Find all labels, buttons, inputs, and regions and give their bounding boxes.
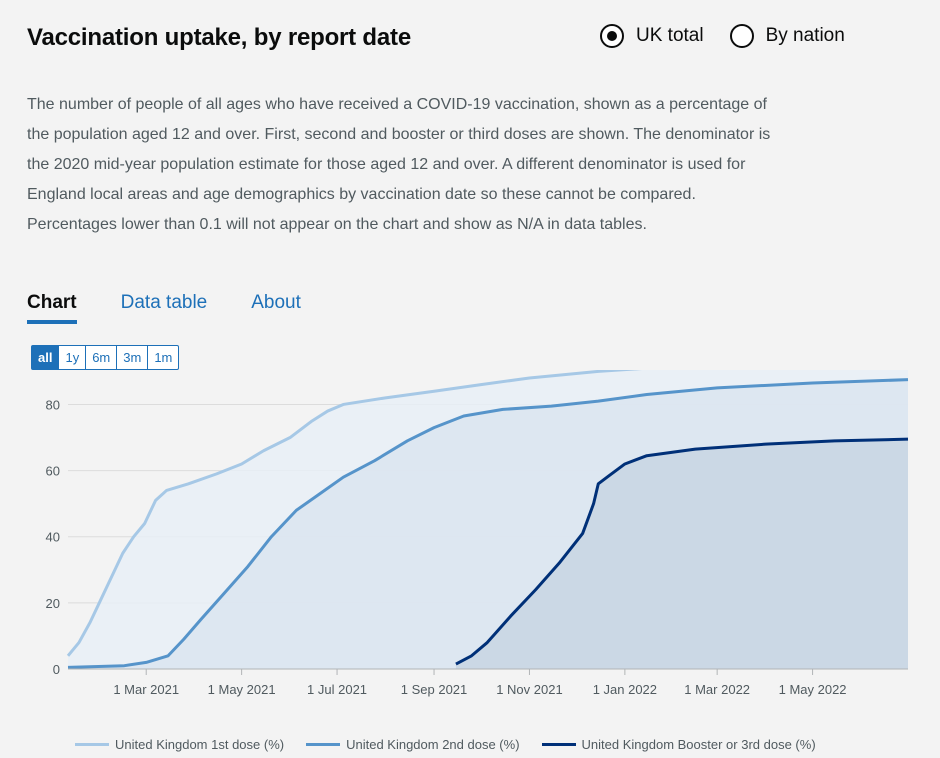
legend-label-1st-dose: United Kingdom 1st dose (%) — [115, 737, 285, 752]
x-tick-label: 1 Jan 2022 — [593, 682, 657, 697]
series-line-3 — [455, 437, 909, 666]
x-tick-label: 1 Jul 2021 — [307, 682, 367, 697]
legend-swatch-booster — [541, 743, 576, 746]
tab-data-table[interactable]: Data table — [120, 292, 208, 313]
range-all-button[interactable]: all — [32, 346, 60, 369]
y-tick-label: 60 — [46, 464, 60, 479]
y-tick-label: 40 — [46, 530, 60, 545]
legend-swatch-2nd-dose — [306, 743, 341, 746]
range-1y-button[interactable]: 1y — [59, 346, 87, 369]
uk-total-radio[interactable]: UK total — [600, 24, 704, 48]
view-radio-group: UK total By nation — [600, 24, 845, 48]
series-line-1 — [66, 370, 643, 657]
x-tick-label: 1 Nov 2021 — [496, 682, 563, 697]
radio-unchecked-icon[interactable] — [729, 24, 754, 48]
range-3m-button[interactable]: 3m — [117, 346, 149, 369]
x-tick-label: 1 May 2022 — [779, 682, 847, 697]
series-line-2 — [67, 378, 909, 669]
legend-label-booster: United Kingdom Booster or 3rd dose (%) — [581, 737, 816, 752]
tab-chart[interactable]: Chart — [27, 292, 77, 324]
view-tabs: Chart Data table About — [27, 292, 301, 324]
y-tick-label: 20 — [46, 596, 60, 611]
x-tick-label: 1 May 2021 — [208, 682, 276, 697]
range-1m-button[interactable]: 1m — [154, 350, 173, 365]
x-tick-label: 1 Mar 2021 — [113, 682, 179, 697]
by-nation-label: By nation — [765, 25, 845, 46]
legend-item-1st-dose: United Kingdom 1st dose (%) — [75, 737, 284, 752]
range-6m-button[interactable]: 6m — [86, 346, 118, 369]
chart-description: The number of people of all ages who hav… — [27, 96, 771, 233]
chart-legend: United Kingdom 1st dose (%) United Kingd… — [75, 737, 816, 752]
radio-checked-icon[interactable] — [600, 24, 624, 48]
time-range-selector: all 1y 6m 3m 1m — [31, 345, 180, 370]
y-tick-label: 80 — [46, 397, 60, 412]
legend-item-booster: United Kingdom Booster or 3rd dose (%) — [541, 737, 816, 752]
vaccination-chart: 0 20 40 60 80 1 Mar 2021 1 May 2021 1 Jul 2021 1… — [46, 370, 909, 697]
legend-item-2nd-dose: United Kingdom 2nd dose (%) — [306, 737, 520, 752]
uk-total-label: UK total — [636, 25, 704, 46]
by-nation-radio[interactable]: By nation — [729, 24, 845, 48]
x-tick-label: 1 Sep 2021 — [401, 682, 468, 697]
tab-about[interactable]: About — [251, 292, 301, 313]
chart-title: Vaccination uptake, by report date — [27, 24, 411, 51]
legend-label-2nd-dose: United Kingdom 2nd dose (%) — [346, 737, 520, 752]
x-tick-label: 1 Mar 2022 — [684, 682, 750, 697]
legend-swatch-1st-dose — [75, 743, 109, 746]
series-area-3 — [455, 439, 908, 669]
y-tick-label: 0 — [53, 662, 60, 677]
